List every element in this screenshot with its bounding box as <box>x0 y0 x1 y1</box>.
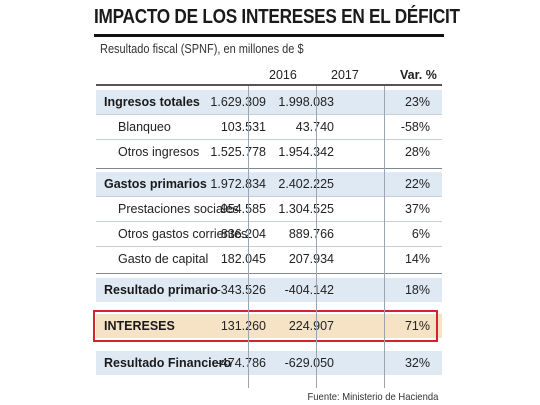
column-separator <box>248 86 249 388</box>
row-label: Resultado primario <box>104 283 218 297</box>
table-row-blanqueo: Blanqueo 103.531 43.740 -58% <box>96 115 442 139</box>
table-subtitle: Resultado fiscal (SPNF), en millones de … <box>100 42 304 56</box>
cell-var: -58% <box>400 120 430 134</box>
row-label: Ingresos totales <box>104 95 200 109</box>
row-label: Otros gastos corrientes <box>118 227 248 241</box>
table-row-otros-gastos-corrientes: Otros gastos corrientes 836.204 889.766 … <box>96 222 442 246</box>
cell-2016: 1.525.778 <box>210 145 266 159</box>
row-label: Resultado Financiero <box>104 356 232 370</box>
table-row-otros-ingresos: Otros ingresos 1.525.778 1.954.342 28% <box>96 140 442 164</box>
cell-2016: 954.585 <box>220 202 266 216</box>
table-top-rule <box>96 84 442 86</box>
row-label: Blanqueo <box>118 120 171 134</box>
column-separator <box>384 86 385 388</box>
cell-2017: 1.954.342 <box>278 145 334 159</box>
cell-2016: -474.786 <box>216 356 266 370</box>
cell-var: 14% <box>404 252 430 266</box>
row-divider <box>96 246 442 247</box>
row-label: Otros ingresos <box>118 145 200 159</box>
cell-2017: -629.050 <box>284 356 334 370</box>
cell-2017: 889.766 <box>288 227 334 241</box>
cell-var: 71% <box>404 319 430 333</box>
table-row-intereses: INTERESES 131.260 224.907 71% <box>96 314 442 338</box>
cell-2017: 2.402.225 <box>278 177 334 191</box>
column-separator <box>316 86 317 388</box>
table-row-resultado-financiero: Resultado Financiero -474.786 -629.050 3… <box>96 351 442 375</box>
section-divider <box>96 273 442 274</box>
cell-2016: 836.204 <box>220 227 266 241</box>
cell-2016: 1.972.834 <box>210 177 266 191</box>
table-title: IMPACTO DE LOS INTERESES EN EL DÉFICIT <box>94 6 460 28</box>
cell-2016: 103.531 <box>220 120 266 134</box>
column-header-2016: 2016 <box>269 68 297 82</box>
cell-2017: -404.142 <box>284 283 334 297</box>
cell-var: 23% <box>404 95 430 109</box>
cell-2016: 131.260 <box>220 319 266 333</box>
cell-2017: 224.907 <box>288 319 334 333</box>
row-label: Prestaciones sociales <box>118 202 239 216</box>
cell-var: 22% <box>404 177 430 191</box>
cell-var: 18% <box>404 283 430 297</box>
cell-var: 37% <box>404 202 430 216</box>
row-label: Gasto de capital <box>118 252 209 266</box>
cell-var: 32% <box>404 356 430 370</box>
cell-2017: 43.740 <box>295 120 334 134</box>
cell-var: 28% <box>404 145 430 159</box>
row-divider <box>96 196 442 197</box>
cell-2016: 1.629.309 <box>210 95 266 109</box>
table-row-ingresos-totales: Ingresos totales 1.629.309 1.998.083 23% <box>96 90 442 114</box>
cell-2017: 207.934 <box>288 252 334 266</box>
row-divider <box>96 221 442 222</box>
table-row-gastos-primarios: Gastos primarios 1.972.834 2.402.225 22% <box>96 172 442 196</box>
cell-var: 6% <box>411 227 430 241</box>
table-row-gasto-de-capital: Gasto de capital 182.045 207.934 14% <box>96 247 442 271</box>
source-note: Fuente: Ministerio de Hacienda <box>307 391 438 403</box>
title-rule <box>94 34 444 37</box>
section-divider <box>96 168 442 169</box>
row-label: Gastos primarios <box>104 177 207 191</box>
cell-2016: 182.045 <box>220 252 266 266</box>
column-header-2017: 2017 <box>331 68 359 82</box>
table-row-resultado-primario: Resultado primario -343.526 -404.142 18% <box>96 278 442 302</box>
cell-2017: 1.998.083 <box>278 95 334 109</box>
intereses-highlight-box <box>93 310 438 342</box>
table-row-prestaciones-sociales: Prestaciones sociales 954.585 1.304.525 … <box>96 197 442 221</box>
row-divider <box>96 139 442 140</box>
row-label: INTERESES <box>104 319 175 333</box>
cell-2016: -343.526 <box>216 283 266 297</box>
cell-2017: 1.304.525 <box>278 202 334 216</box>
row-divider <box>96 114 442 115</box>
column-header-var: Var. % <box>400 68 437 82</box>
